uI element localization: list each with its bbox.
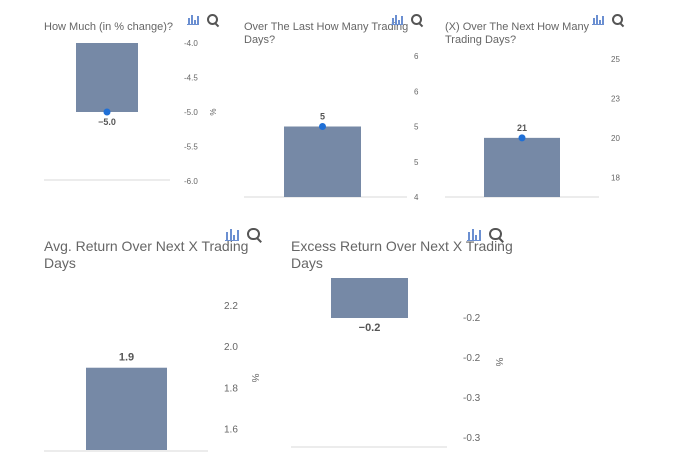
bar-chart-icon[interactable]	[225, 228, 240, 241]
data-point[interactable]	[103, 108, 111, 116]
y-tick-label: -0.3	[463, 393, 481, 404]
y-tick-label: 6	[414, 87, 419, 96]
y-tick-label: 25	[611, 55, 620, 64]
chart-panel-5: Excess Return Over Next X Trading Days[d…	[291, 228, 521, 458]
bar-chart-icon[interactable]	[467, 228, 482, 241]
chart-toolbar	[592, 14, 623, 25]
data-label: 5	[320, 112, 325, 122]
data-label: 1.9	[119, 352, 134, 364]
y-axis-unit: %	[249, 374, 260, 383]
search-icon[interactable]	[489, 228, 502, 241]
search-icon[interactable]	[411, 14, 422, 25]
y-tick-label: 4	[414, 193, 419, 202]
y-tick-label: 5	[414, 123, 419, 132]
y-tick-label: 23	[611, 94, 620, 103]
data-point[interactable]	[518, 134, 526, 142]
chart-toolbar	[187, 14, 218, 25]
search-icon[interactable]	[207, 14, 218, 25]
search-icon[interactable]	[612, 14, 623, 25]
bar-chart-icon[interactable]	[187, 14, 199, 25]
data-label: −0.2	[359, 322, 381, 334]
chart-title: Over The Last How Many Trading Days?	[244, 21, 409, 47]
bar-chart: 5 6 6 5 5 4	[244, 52, 419, 202]
y-tick-label: 1.6	[224, 424, 238, 435]
bar-chart: −5.0 -4.0 -4.5 -5.0 -5.5 -6.0%	[44, 39, 217, 186]
y-tick-label: 2.2	[224, 301, 238, 312]
bar[interactable]	[484, 137, 560, 197]
search-icon[interactable]	[247, 228, 260, 241]
chart-panel-3: (X) Over The Next How Many Trading Days?…	[445, 14, 635, 199]
chart-panel-1: How Much (in % change)?[data-name="chart…	[44, 14, 234, 199]
data-label: 21	[517, 123, 527, 133]
y-axis-unit: %	[493, 358, 504, 367]
chart-toolbar	[391, 14, 422, 25]
bar-chart: 1.9 2.2 2.0 1.8 1.6%	[44, 301, 260, 452]
y-tick-label: 6	[414, 52, 419, 61]
chart-toolbar	[225, 228, 261, 241]
y-tick-label: -5.5	[184, 143, 198, 152]
y-tick-label: -4.5	[184, 74, 198, 83]
y-tick-label: 1.8	[224, 383, 238, 394]
chart-panel-2: Over The Last How Many Trading Days?[dat…	[244, 14, 434, 202]
chart-toolbar	[467, 228, 503, 241]
bar[interactable]	[86, 367, 167, 450]
bar[interactable]	[331, 278, 408, 318]
y-tick-label: -0.2	[463, 353, 481, 364]
bar-chart: −0.2 -0.2 -0.2 -0.3 -0.3%	[291, 278, 504, 448]
chart-panel-4: Avg. Return Over Next X Trading Days[dat…	[44, 228, 274, 458]
bar[interactable]	[284, 126, 361, 198]
bar[interactable]	[76, 43, 138, 112]
y-tick-label: -0.2	[463, 313, 481, 324]
chart-title: (X) Over The Next How Many Trading Days?	[445, 21, 590, 47]
y-tick-label: -0.3	[463, 433, 481, 444]
y-tick-label: -4.0	[184, 39, 198, 48]
chart-title: Avg. Return Over Next X Trading Days	[44, 238, 249, 271]
y-tick-label: 20	[611, 134, 620, 143]
data-point[interactable]	[319, 123, 326, 130]
y-tick-label: -6.0	[184, 177, 198, 186]
chart-title: How Much (in % change)?	[44, 21, 174, 33]
bar-chart-icon[interactable]	[592, 14, 604, 25]
chart-title: Excess Return Over Next X Trading Days	[291, 238, 513, 271]
data-label: −5.0	[98, 117, 116, 127]
y-tick-label: 2.0	[224, 342, 238, 353]
y-tick-label: 5	[414, 158, 419, 167]
y-tick-label: -5.0	[184, 108, 198, 117]
y-axis-unit: %	[208, 108, 217, 115]
y-tick-label: 18	[611, 173, 620, 182]
bar-chart: 21 25 23 20 18	[445, 55, 620, 198]
bar-chart-icon[interactable]	[391, 14, 403, 25]
